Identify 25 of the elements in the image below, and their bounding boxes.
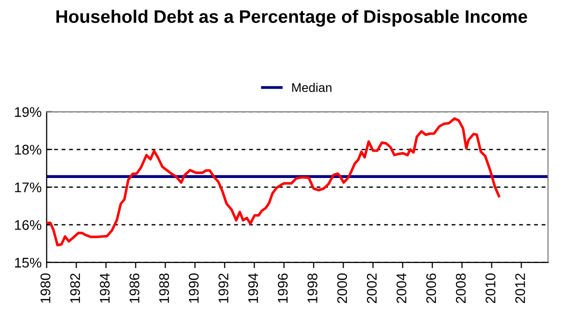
x-tick-label: 2000 [337,273,348,304]
x-tick-label: 1992 [218,274,228,303]
x-tick-label: 1996 [278,273,288,303]
y-tick-label: 18% [15,144,42,155]
x-tick-label: 2006 [426,273,436,304]
x-tick-label: 2010 [486,273,496,304]
x-tick-label: 1990 [188,273,199,303]
x-tick-label: 1998 [308,273,318,303]
x-tick-label: 1984 [100,273,110,303]
legend-label: Median [292,82,332,92]
y-tick-label: 16% [15,220,42,230]
y-tick-label: 17% [15,182,42,192]
x-tick-label: 1986 [130,273,140,303]
line-series [46,117,500,246]
x-tick-label: 1988 [159,273,170,303]
x-tick-label: 2008 [456,273,466,304]
x-tick-label: 2002 [366,274,377,304]
x-tick-label: 1982 [70,274,80,303]
x-tick-label: 2004 [396,273,406,304]
x-tick-label: 1980 [40,273,50,303]
y-tick-label: 15% [15,258,42,268]
x-tick-label: 2012 [515,274,526,304]
y-tick-label: 19% [15,107,42,117]
chart-title: Household Debt as a Percentage of Disposable Income [56,10,528,27]
x-tick-label: 1994 [248,273,258,303]
